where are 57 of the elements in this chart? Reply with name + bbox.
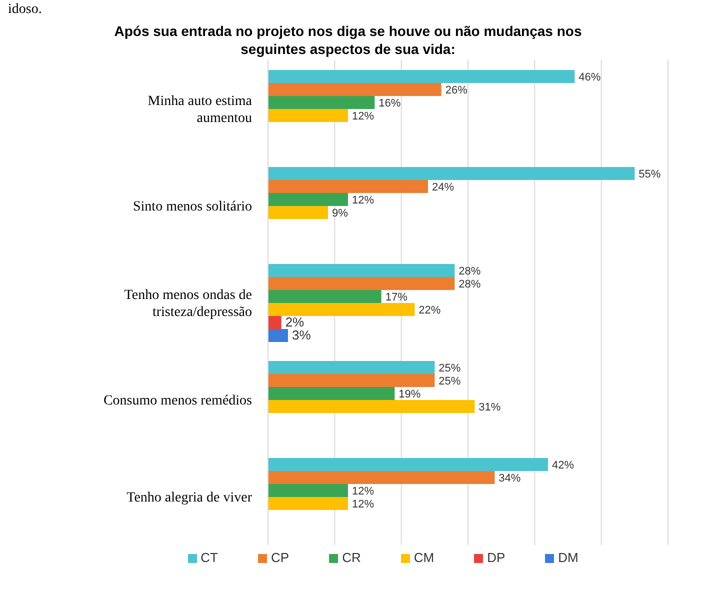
data-label: 16%: [378, 98, 401, 110]
data-label: 3%: [292, 328, 312, 342]
data-label: 31%: [478, 402, 501, 414]
data-label: 34%: [498, 472, 521, 484]
bar: [268, 361, 435, 374]
data-label: 46%: [578, 72, 601, 84]
data-label: 12%: [352, 194, 374, 206]
bar: [268, 316, 282, 329]
data-label: 22%: [418, 304, 441, 316]
legend-label: CP: [271, 550, 290, 565]
bar: [268, 290, 382, 303]
data-label: 12%: [352, 486, 374, 498]
data-label: 2%: [285, 314, 305, 330]
data-label: 28%: [458, 266, 481, 278]
bar: [268, 180, 428, 193]
bar: [268, 303, 415, 316]
bar: [268, 70, 575, 83]
y-tick-label: Tenho alegria de viver: [126, 490, 252, 506]
data-label: 25%: [438, 362, 461, 374]
legend-label: DP: [487, 550, 506, 565]
legend-label: CR: [342, 550, 361, 565]
bar: [268, 484, 348, 497]
y-tick-label: Consumo menos remédios: [103, 394, 252, 408]
data-label: 24%: [432, 182, 454, 194]
data-label: 12%: [352, 498, 374, 510]
bar: [268, 387, 395, 400]
bar: [268, 206, 328, 219]
bar: [268, 167, 635, 180]
bar: [268, 471, 495, 484]
bar: [268, 193, 348, 206]
data-label: 17%: [385, 292, 408, 304]
bar: [268, 264, 455, 277]
legend-label: CT: [200, 550, 218, 565]
bar: [268, 277, 455, 290]
data-label: 26%: [445, 84, 468, 96]
bar: [268, 83, 442, 96]
legend-label: DM: [558, 550, 578, 565]
y-tick-label: Minha auto estima aumentou: [148, 94, 253, 126]
y-tick-label: Sinto menos solitário: [133, 200, 252, 214]
data-label: 12%: [352, 110, 374, 122]
legend-label: CM: [414, 550, 434, 565]
bar: [268, 329, 288, 342]
data-label: 25%: [438, 376, 461, 388]
bar: [268, 400, 475, 413]
bar: [268, 374, 435, 387]
data-label: 42%: [552, 460, 574, 472]
data-label: 55%: [638, 168, 661, 180]
text: idoso.: [8, 2, 42, 18]
data-label: 28%: [458, 278, 481, 290]
bar: [268, 497, 348, 510]
bar: [268, 96, 375, 109]
bar: [268, 109, 348, 122]
bar: [268, 458, 548, 471]
data-label: 19%: [398, 388, 421, 400]
chart-title: Após sua entrada no projeto nos diga se houve ou não mudanças nos seguintes aspectos de sua vida:: [113, 22, 583, 58]
data-label: 9%: [332, 208, 348, 220]
y-tick-label: Tenho menos ondas de tristeza/depressão: [124, 288, 252, 320]
